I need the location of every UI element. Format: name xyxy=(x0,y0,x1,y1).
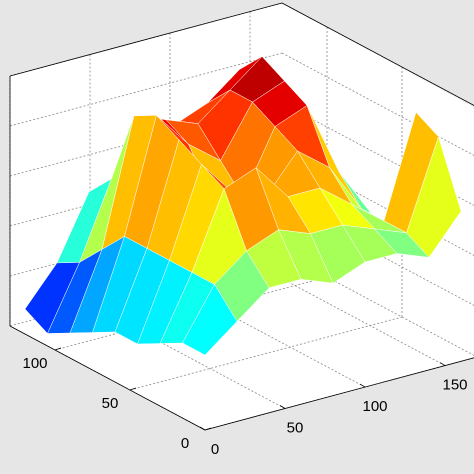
tick-mark xyxy=(279,405,286,409)
y-tick-label: 0 xyxy=(181,435,189,452)
x-tick-label: 0 xyxy=(211,441,219,458)
axis-line xyxy=(9,325,206,431)
x-tick-label: 100 xyxy=(362,398,387,415)
y-tick-label: 100 xyxy=(22,355,47,372)
axis-line xyxy=(281,2,474,106)
surface-patch xyxy=(182,283,238,356)
axis-line xyxy=(204,357,474,431)
x-tick-label: 150 xyxy=(442,377,467,394)
tick-mark xyxy=(129,387,137,391)
tick-mark xyxy=(199,426,206,431)
grid-line xyxy=(129,316,403,391)
tick-mark xyxy=(54,347,62,351)
x-tick-label: 50 xyxy=(287,419,304,436)
grid-line xyxy=(281,52,474,156)
y-tick-label: 50 xyxy=(102,395,119,412)
tick-mark xyxy=(439,362,446,366)
tick-mark xyxy=(204,427,212,431)
grid-line xyxy=(9,52,283,127)
axis-line xyxy=(9,2,283,77)
tick-mark xyxy=(359,383,366,388)
